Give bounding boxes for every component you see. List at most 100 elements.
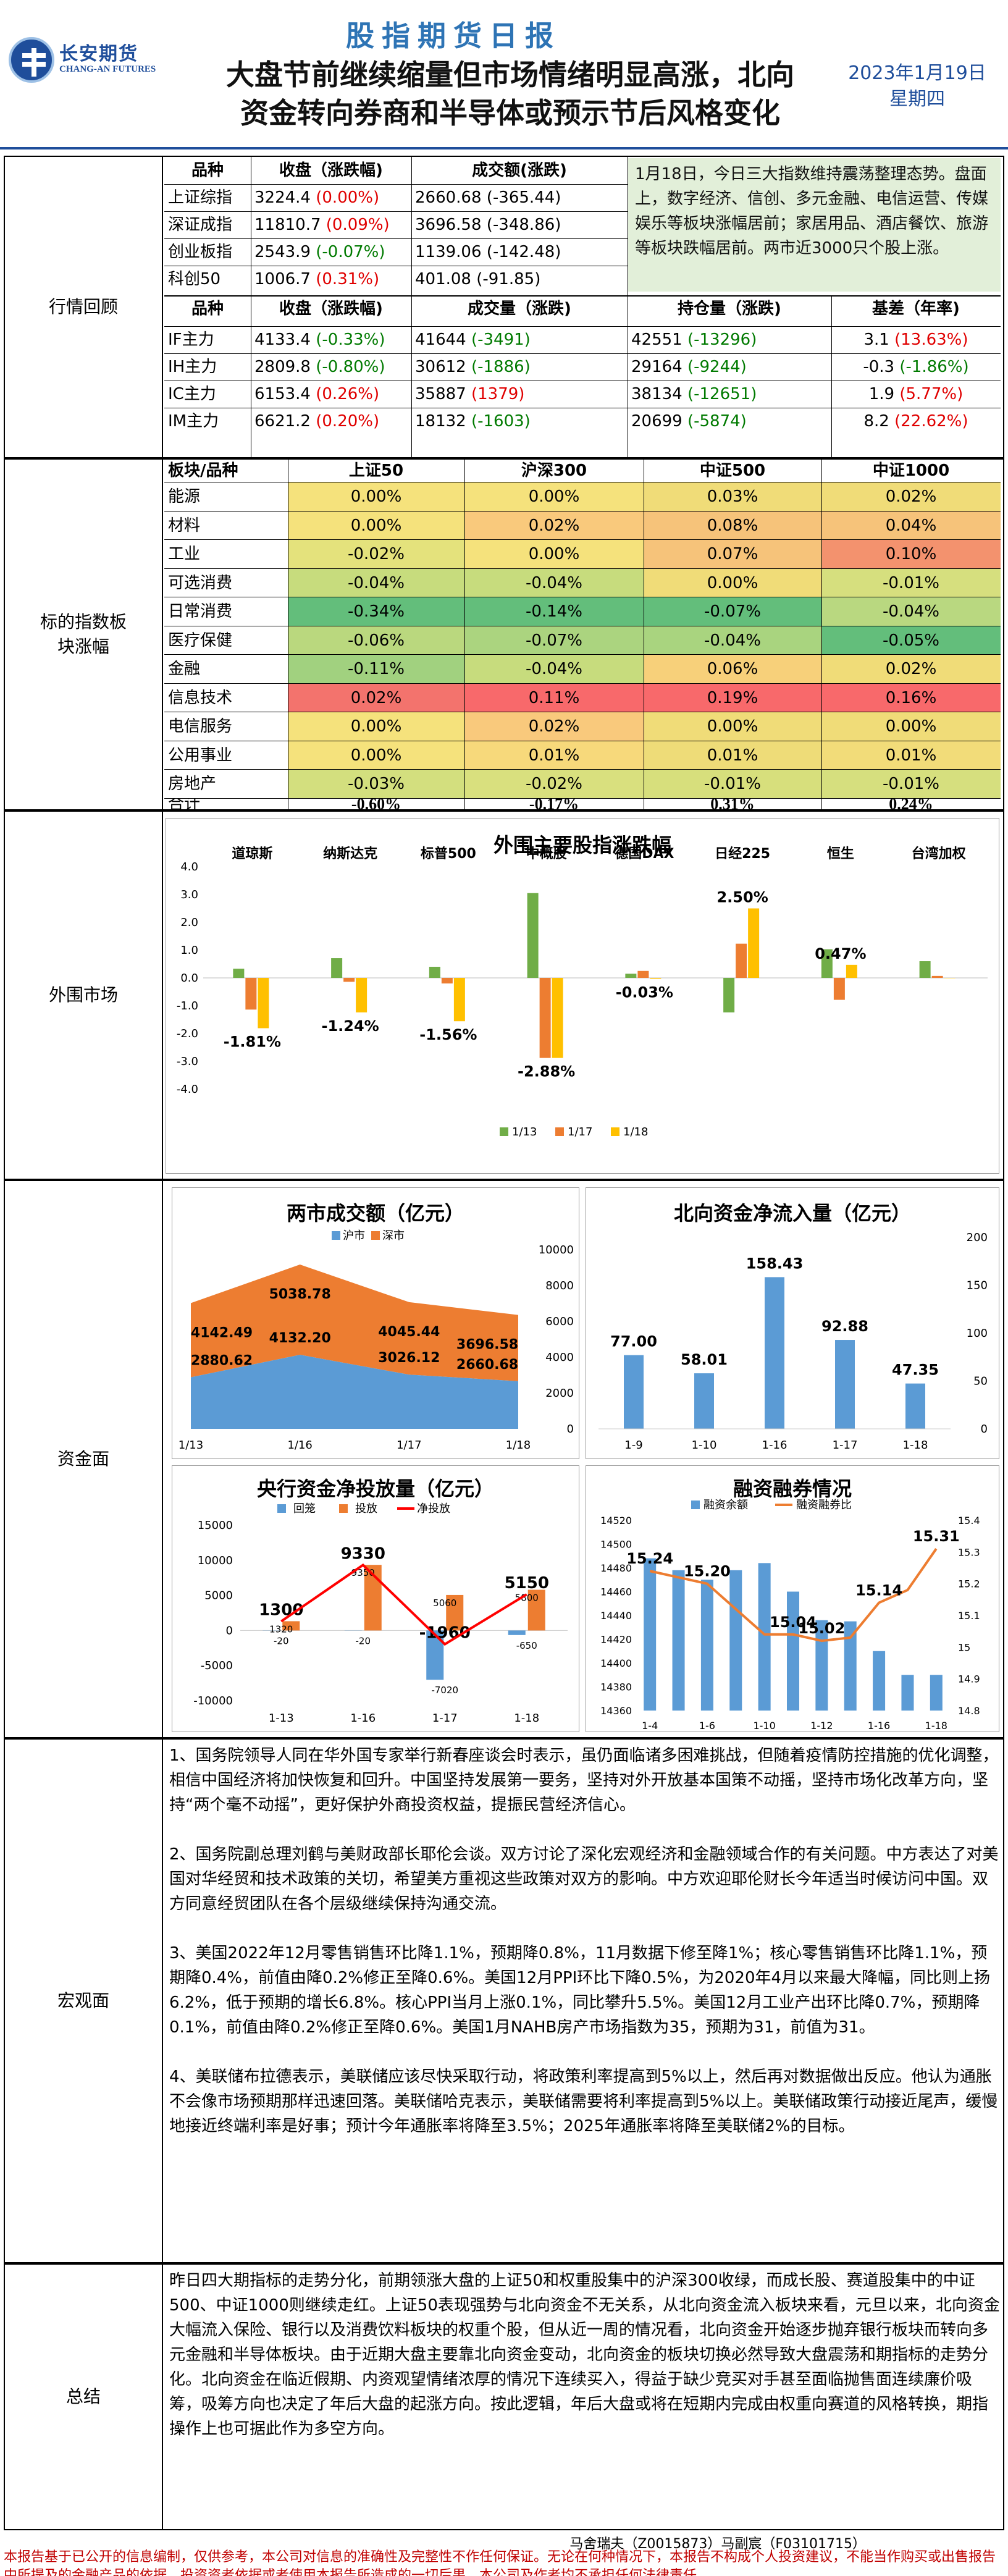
sh-data-label: 4132.20 — [269, 1331, 331, 1346]
index-close: 11810.7 (0.09%) — [251, 211, 411, 238]
category-label: 恒生 — [827, 846, 854, 862]
capital-label: 资金面 — [5, 1181, 163, 1737]
sector-header-cell: 中证500 — [699, 461, 766, 480]
bar — [331, 958, 343, 978]
y-tick-label-left: 14420 — [600, 1634, 632, 1646]
x-tick-label: 1-10 — [692, 1439, 717, 1452]
futures-name: IF主力 — [168, 330, 214, 349]
sector-total-value: -0.17% — [464, 798, 644, 810]
legend-swatch — [332, 1231, 340, 1240]
macro-paragraph: 4、美联储布拉德表示，美联储应该尽快采取行动，将政策利率提高到5%以上，然后再对… — [169, 2068, 998, 2136]
futures-basis-value: 8.2 — [863, 412, 895, 431]
report-title: 股指期货日报 — [346, 19, 561, 53]
futures-basis-rate: (-1.86%) — [899, 358, 969, 376]
sector-value: 0.00% — [288, 712, 464, 741]
y-tick-label: -2.0 — [177, 1027, 198, 1040]
sector-value: 0.02% — [821, 654, 1001, 684]
overseas-chart-svg: 4.0 3.0 2.0 1.0 0.0 -1.0 -2.0 -3.0 -4.0 道琼斯 纳斯达克 标普… — [177, 846, 988, 1139]
sector-value: 0.00% — [464, 482, 644, 511]
sector-value: -0.04% — [821, 597, 1001, 626]
sector-name: 材料 — [164, 510, 288, 541]
pboc-chart-title: 央行资金净投放量（亿元） — [256, 1477, 494, 1501]
sector-label: 标的指数板块涨幅 — [5, 460, 163, 809]
y-tick-label-left: 14500 — [600, 1539, 632, 1551]
sector-value: -0.02% — [288, 539, 464, 569]
x-tick-label: 1-18 — [514, 1712, 539, 1725]
ratio-label: 15.24 — [626, 1550, 673, 1567]
futures-close-value: 4133.4 — [254, 330, 316, 349]
grid-line — [164, 238, 628, 239]
category-label: 中概股 — [526, 846, 567, 862]
y-tick-label-left: 14480 — [600, 1562, 632, 1574]
bar — [539, 978, 551, 1058]
index-close-value: 3224.4 — [254, 188, 316, 207]
withdraw-label: -7020 — [431, 1685, 458, 1696]
sector-header-cell: 板块/品种 — [168, 461, 238, 480]
index-change: (0.09%) — [326, 216, 390, 234]
futures-basis-rate: (22.62%) — [894, 412, 968, 431]
sector-value: 0.00% — [821, 712, 1001, 741]
data-label: 2.50% — [716, 889, 768, 906]
y-tick-label: 0 — [226, 1624, 233, 1637]
index-change: (-0.07%) — [316, 243, 385, 261]
index-name: 深证成指 — [168, 216, 233, 234]
legend-label: 融资融券比 — [796, 1499, 852, 1512]
bar — [650, 978, 662, 979]
sector-value: -0.04% — [288, 568, 464, 597]
index-name: 科创50 — [168, 270, 221, 288]
legend-swatch — [555, 1127, 564, 1136]
market-note: 1月18日，今日三大指数维持震荡整理态势。盘面上，数字经济、信创、多元金融、电信… — [628, 158, 1001, 292]
futures-oi: 29164 (-9244) — [628, 353, 831, 381]
index-change: (0.00%) — [316, 188, 380, 207]
sector-value: 0.02% — [464, 510, 644, 540]
balance-bar — [672, 1570, 685, 1711]
sector-value: 0.10% — [821, 539, 1001, 569]
overseas-section: 外围市场 外围主要股指涨跌幅 4.0 3.0 2.0 1.0 0.0 -1.0 -2.0 -3… — [4, 810, 1004, 1180]
x-tick-label: 1-16 — [762, 1439, 788, 1452]
bar — [919, 961, 931, 978]
futures-close-value: 6153.4 — [254, 385, 316, 403]
sector-value: -0.07% — [644, 597, 821, 626]
legend-label: 净投放 — [417, 1502, 450, 1515]
category-label: 德国DAX — [615, 846, 674, 862]
futures-close-value: 6621.2 — [254, 412, 316, 431]
y-tick-label: 0 — [981, 1423, 988, 1436]
legend-label: 融资余额 — [704, 1499, 748, 1512]
y-tick-label-right: 15.2 — [958, 1578, 980, 1590]
futures-volume-value: 18132 — [415, 412, 471, 431]
ratio-label: 15.14 — [855, 1581, 902, 1599]
sector-name: 日常消费 — [164, 597, 288, 626]
analyst-signature: 马舍瑞夫（Z0015873）马副宸（F03101715） — [569, 2536, 866, 2552]
x-tick-label: 1-18 — [925, 1720, 947, 1732]
grid-line — [411, 157, 412, 295]
withdraw-label: -650 — [516, 1640, 537, 1651]
futures-header-cell: 持仓量（涨跌) — [678, 300, 781, 318]
sector-value: -0.07% — [464, 625, 644, 655]
y-tick-label: -1.0 — [177, 1000, 198, 1012]
y-tick-label: 3.0 — [180, 888, 198, 901]
sh-data-label: 2660.68 — [456, 1357, 518, 1373]
northbound-chart-title: 北向资金净流入量（亿元） — [673, 1202, 911, 1225]
y-tick-label: 50 — [973, 1375, 988, 1388]
futures-oi-value: 29164 — [631, 358, 687, 376]
margin-chart: 融资融券情况 14520 14500 14480 14460 14440 14420 144… — [586, 1465, 999, 1732]
x-tick-label: 1-12 — [810, 1720, 833, 1732]
index-volume: 401.08 (-91.85) — [415, 270, 541, 288]
sector-header-cell: 上证50 — [348, 461, 404, 480]
bar — [441, 978, 453, 983]
balance-bar — [758, 1563, 771, 1711]
x-tick-label: 1-13 — [269, 1712, 294, 1725]
y-tick-label-left: 14400 — [600, 1657, 632, 1669]
y-tick-label-right: 15.1 — [958, 1610, 980, 1622]
futures-volume-value: 41644 — [415, 330, 471, 349]
futures-close-value: 2809.8 — [254, 358, 316, 376]
data-label: -0.03% — [616, 983, 673, 1001]
y-tick-label-left: 14380 — [600, 1682, 632, 1693]
futures-oi-change: (-12651) — [687, 385, 757, 403]
y-tick-label: 8000 — [545, 1279, 574, 1292]
futures-volume-change: (-3491) — [471, 330, 531, 349]
y-tick-label: 6000 — [545, 1315, 574, 1328]
legend-swatch — [611, 1127, 620, 1136]
balance-bar — [729, 1570, 742, 1711]
index-close: 3224.4 (0.00%) — [251, 184, 411, 211]
